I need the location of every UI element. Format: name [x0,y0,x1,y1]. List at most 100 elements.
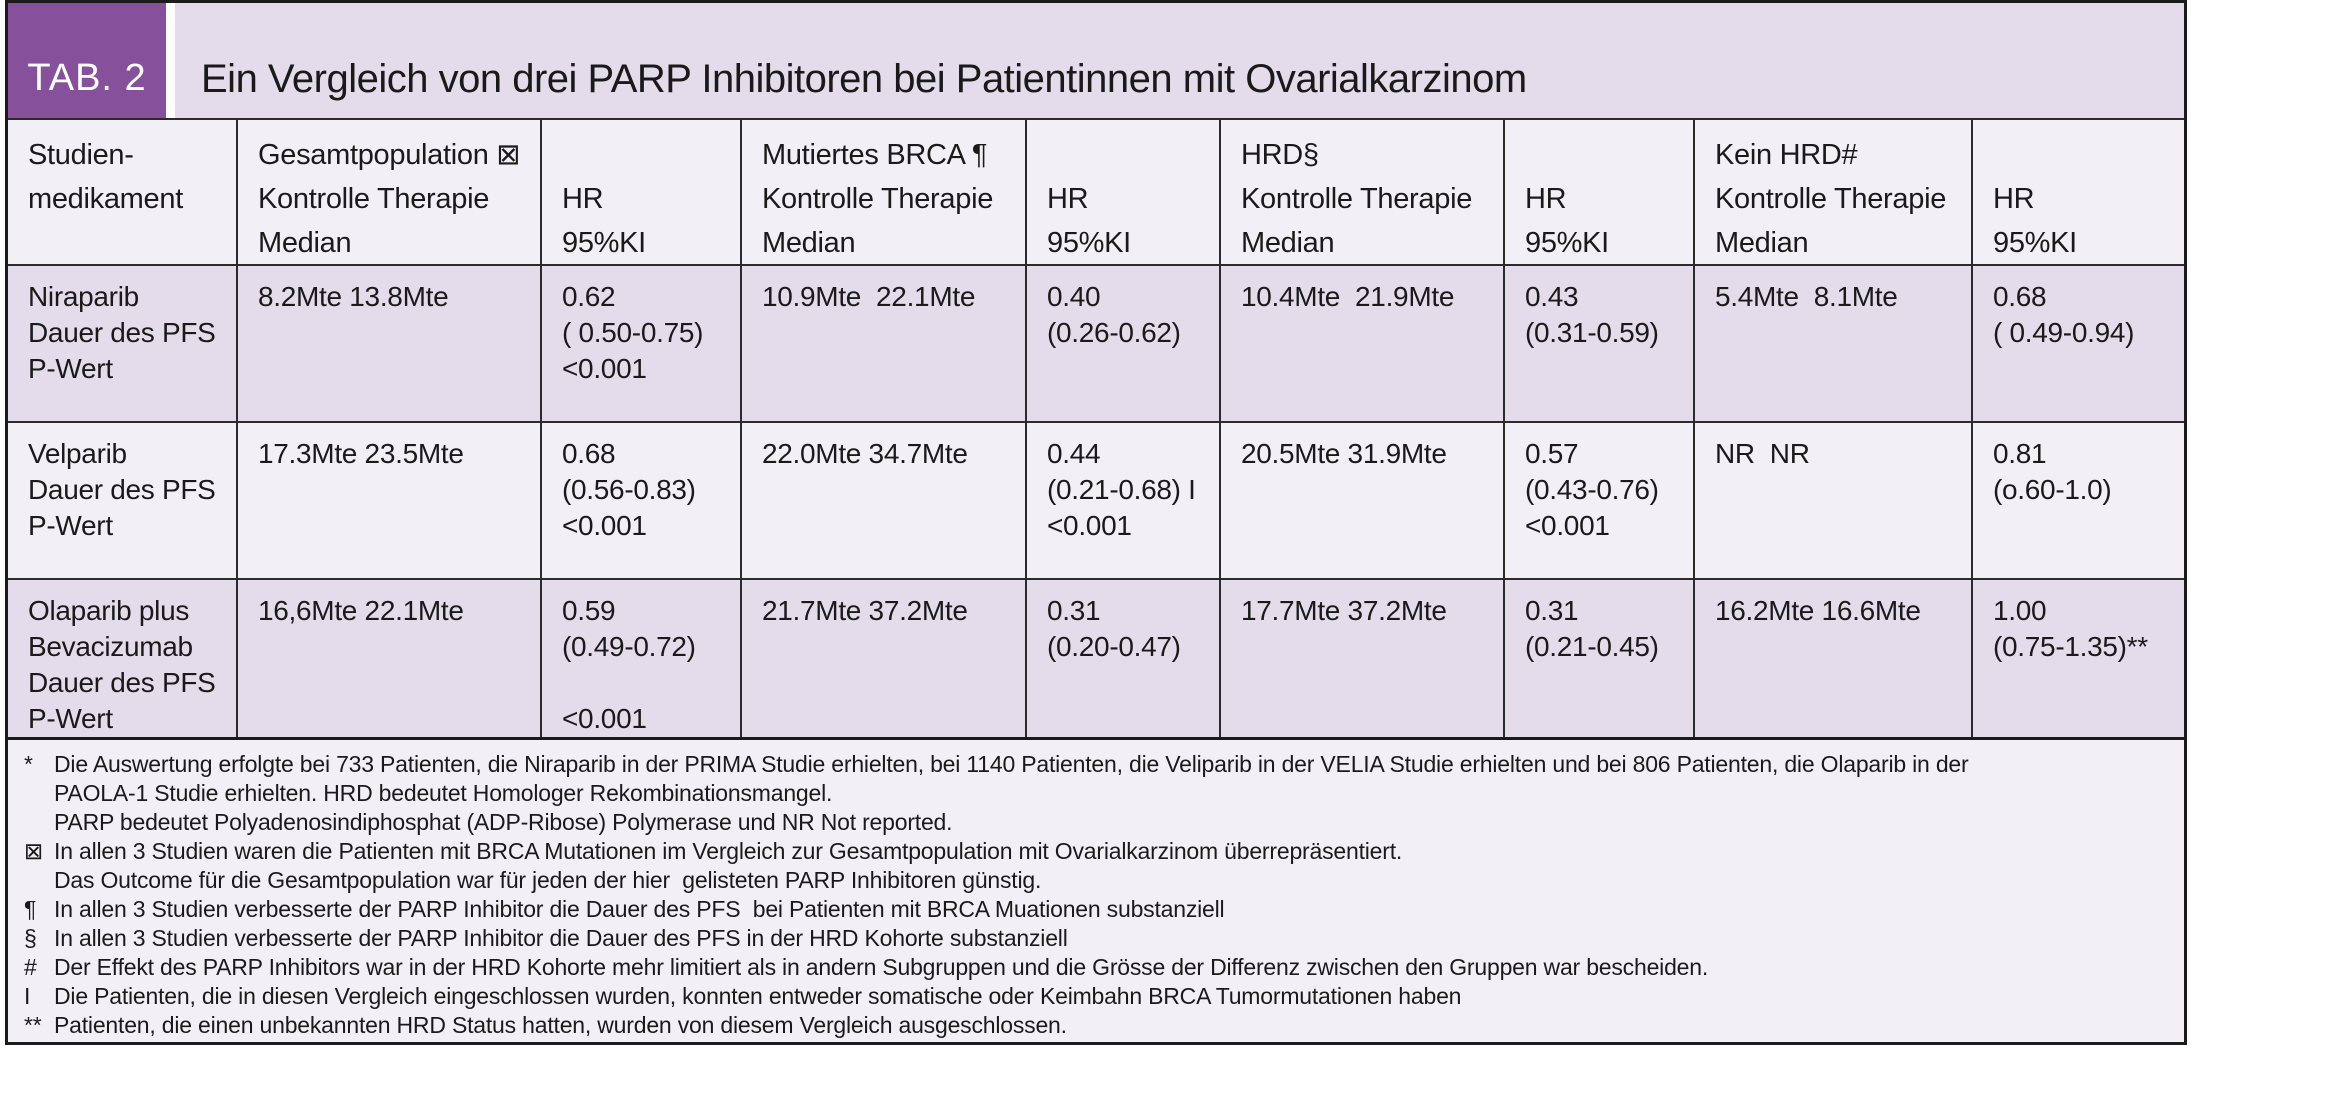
cell-line: (0.56-0.83) [562,474,696,505]
cell-line: 0.59 [562,595,616,626]
cell-line: 0.40 [1047,281,1101,312]
cell-line: 0.57 [1525,438,1579,469]
table-title: Ein Vergleich von drei PARP Inhibitoren … [175,3,2184,118]
table-number-label: TAB. 2 [27,57,147,99]
column-header-cell: HRD§ Kontrolle Therapie Median [1221,120,1505,265]
table-cell: 16.2Mte 16.6Mte [1695,580,1973,737]
cell-line: Kontrolle Therapie [762,183,994,215]
table-cell: 0.31 (0.20-0.47) [1027,580,1221,737]
table-cell: 5.4Mte 8.1Mte [1695,266,1973,421]
header-row: Studien-medikament Gesamtpopulation ⊠ Kont… [8,120,2184,266]
table-cell: 10.4Mte 21.9Mte [1221,266,1505,421]
cell-line: 0.68 [1993,281,2047,312]
cell-line: (0.20-0.47) [1047,631,1181,662]
cell-line: 95%KI [562,227,646,259]
cell-line: Mutiertes BRCA ¶ [762,139,988,171]
table-row: Velparib Dauer des PFS P-Wert 17.3Mte 23.5M… [8,423,2184,580]
footnote-text: Die Auswertung erfolgte bei 733 Patiente… [54,751,1969,777]
footnote-marker [8,866,54,895]
footnote-line: ⊠ In allen 3 Studien waren die Patienten … [8,837,2184,866]
cell-line [562,665,736,701]
table-cell: 16,6Mte 22.1Mte [238,580,542,737]
footnote-line: Das Outcome für die Gesamtpopulation war… [8,866,2184,895]
table-cell: 21.7Mte 37.2Mte [742,580,1027,737]
cell-line: ( 0.49-0.94) [1993,317,2135,348]
footnote-text: Patienten, die einen unbekannten HRD Sta… [54,1012,1067,1038]
title-divider [166,3,175,118]
footnote-marker: ⊠ [24,838,44,864]
cell-line: 95%KI [1525,227,1609,259]
cell-line: HR [1993,183,2035,215]
footnote-line: ** Patienten, die einen unbekannten HRD S… [8,1011,2184,1040]
table-cell: 8.2Mte 13.8Mte [238,266,542,421]
table-cell: 0.81 (o.60-1.0) [1973,423,2184,578]
footnote-marker: I [24,983,31,1009]
cell-line: ( 0.50-0.75) [562,317,704,348]
table-cell: 10.9Mte 22.1Mte [742,266,1027,421]
footnote-text: In allen 3 Studien verbesserte der PARP … [54,925,1068,951]
cell-line: Olaparib plus [28,595,190,626]
column-header-cell: Mutiertes BRCA ¶ Kontrolle Therapie Median [742,120,1027,265]
cell-line: 20.5Mte 31.9Mte [1241,438,1447,469]
footnote-line: PAOLA-1 Studie erhielten. HRD bedeutet H… [8,779,2184,808]
cell-line: 10.4Mte 21.9Mte [1241,281,1455,312]
cell-line [1993,133,2180,177]
footnote-line: # Der Effekt des PARP Inhibitors war in d… [8,953,2184,982]
footnote-marker: # [24,954,37,980]
footnote-text: In allen 3 Studien verbesserte der PARP … [54,896,1225,922]
cell-line: HR [1047,183,1089,215]
cell-line: 0.68 [562,438,616,469]
table-cell: 0.43 (0.31-0.59) [1505,266,1695,421]
footnote-text: Das Outcome für die Gesamtpopulation war… [54,867,1042,893]
table-cell: 0.62 ( 0.50-0.75) <0.001 [542,266,742,421]
cell-line: 22.0Mte 34.7Mte [762,438,968,469]
table-cell: 0.57 (0.43-0.76) <0.001 [1505,423,1695,578]
cell-line: 0.31 [1047,595,1101,626]
column-header-cell: Gesamtpopulation ⊠ Kontrolle Therapie Medi… [238,120,542,265]
footnote-marker [8,779,54,808]
cell-line: (0.49-0.72) [562,631,696,662]
cell-line: Kontrolle Therapie [258,183,490,215]
cell-line: Gesamtpopulation ⊠ [258,139,521,171]
cell-line: P-Wert [28,703,113,734]
cell-line: 10.9Mte 22.1Mte [762,281,976,312]
cell-line: (0.43-0.76) [1525,474,1659,505]
footnote-marker: * [24,751,33,777]
column-header-cell: HR 95%KI [1505,120,1695,265]
cell-line: Niraparib [28,281,139,312]
cell-line: 0.62 [562,281,616,312]
cell-line: 0.31 [1525,595,1579,626]
footnote-text: PARP bedeutet Polyadenosindiphosphat (AD… [54,809,953,835]
cell-line: <0.001 [1525,510,1610,541]
cell-line: Bevacizumab [28,631,193,662]
footnote-line: I Die Patienten, die in diesen Vergleich … [8,982,2184,1011]
cell-line: 1.00 [1993,595,2047,626]
cell-line: (0.26-0.62) [1047,317,1181,348]
cell-line: (0.21-0.68) I [1047,474,1196,505]
cell-line: 0.43 [1525,281,1579,312]
cell-line: <0.001 [562,510,647,541]
footnote-line: § In allen 3 Studien verbesserte der PARP… [8,924,2184,953]
table-cell: Niraparib Dauer des PFS P-Wert [8,266,238,421]
table-cell: 17.3Mte 23.5Mte [238,423,542,578]
column-header-cell: Kein HRD# Kontrolle Therapie Median [1695,120,1973,265]
table-cell: Velparib Dauer des PFS P-Wert [8,423,238,578]
cell-line: Dauer des PFS [28,667,216,698]
footnote-text: In allen 3 Studien waren die Patienten m… [54,838,1403,864]
cell-line: <0.001 [1047,510,1132,541]
cell-line: Kein HRD# [1715,139,1858,171]
table-title-band: TAB. 2 Ein Vergleich von drei PARP Inhib… [8,3,2184,120]
cell-line: (o.60-1.0) [1993,474,2112,505]
table-cell: 1.00 (0.75-1.35)** [1973,580,2184,737]
cell-line: (0.21-0.45) [1525,631,1659,662]
cell-line: Dauer des PFS [28,474,216,505]
table-cell: 17.7Mte 37.2Mte [1221,580,1505,737]
cell-line: P-Wert [28,510,113,541]
cell-line: Kontrolle Therapie [1715,183,1947,215]
table-cell: 0.40 (0.26-0.62) [1027,266,1221,421]
footnote-text: Der Effekt des PARP Inhibitors war in de… [54,954,1709,980]
cell-line: 17.3Mte 23.5Mte [258,438,464,469]
cell-line: Median [258,227,352,259]
cell-line: HR [562,183,604,215]
